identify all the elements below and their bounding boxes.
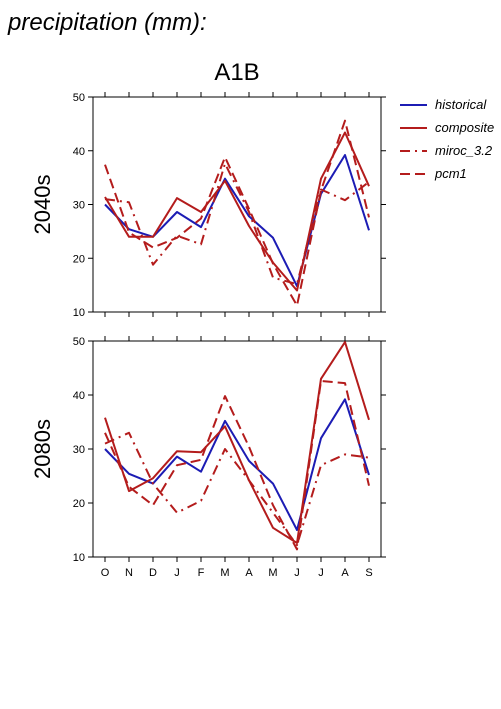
x-tick-label: S [365,567,372,579]
series-line-historical [104,398,370,531]
y-tick-label: 40 [73,146,85,158]
series-line-pcm1 [104,119,370,307]
x-tick-label: J [294,567,300,579]
y-tick-label: 10 [73,552,85,564]
legend: historical composite miroc_3.2 pcm1 [400,97,494,181]
y-tick-label: 20 [73,498,85,510]
series-line-historical [104,154,370,288]
legend-label-composite: composite [435,120,494,135]
x-tick-label: J [318,567,324,579]
x-tick-label: F [198,567,205,579]
x-tick-label: D [149,567,157,579]
series-line-miroc-3-2 [104,431,370,547]
y-tick-label: 30 [73,444,85,456]
panel-2: 10 20 30 40 50 O N D J F M A M J J A S 2080s [30,336,386,579]
legend-label-historical: historical [435,97,487,112]
series-line-pcm1 [104,380,370,551]
y-axis-label: 2080s [30,419,55,479]
y-tick-label: 10 [73,307,85,319]
x-tick-label: A [245,567,253,579]
panel-1: 10 20 30 40 50 2040s [30,92,386,319]
x-tick-label: M [220,567,229,579]
y-tick-label: 30 [73,200,85,212]
x-tick-label: N [125,567,133,579]
x-tick-label: M [268,567,277,579]
x-tick-label: J [174,567,180,579]
chart-title: A1B [214,59,259,86]
figure-title: precipitation (mm): [7,9,207,36]
y-tick-label: 50 [73,92,85,104]
x-tick-label: O [101,567,110,579]
series-line-composite [104,341,370,544]
y-tick-label: 40 [73,390,85,402]
x-tick-label: A [341,567,349,579]
legend-label-miroc-3-2: miroc_3.2 [435,143,493,158]
series-line-composite [104,131,370,292]
series-line-miroc-3-2 [104,162,370,286]
y-tick-label: 20 [73,253,85,265]
legend-label-pcm1: pcm1 [434,166,467,181]
y-tick-label: 50 [73,336,85,348]
y-axis-label: 2040s [30,175,55,235]
